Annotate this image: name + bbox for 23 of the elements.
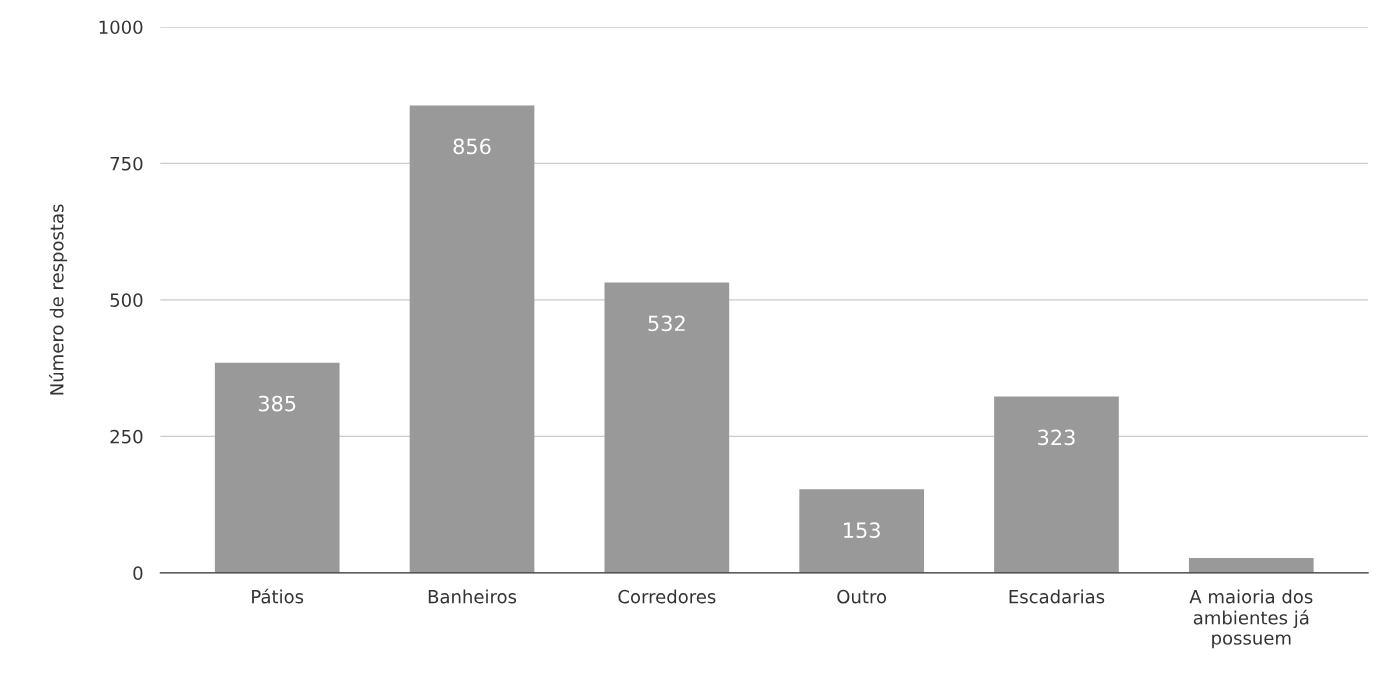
y-tick-label: 500 [110,293,143,308]
data-label: 532 [648,315,685,332]
x-tick-label: Corredores [618,589,716,604]
x-tick-label: A maioria dos ambientes já possuem [1189,589,1313,649]
y-tick-label: 750 [110,156,143,171]
data-label: 385 [258,395,296,412]
y-tick-label: 1000 [99,20,143,35]
x-tick-label: Banheiros [428,589,517,604]
x-tick-label: Outro [837,589,887,604]
bar [409,105,535,573]
data-label: 856 [453,138,491,155]
bar [214,362,340,573]
data-label: 153 [844,522,880,539]
y-tick-label: 0 [133,566,143,580]
bar [994,396,1119,573]
x-tick-label: Escadarias [1009,589,1105,604]
bar [799,489,924,573]
y-axis-title: Número de respostas [48,204,68,395]
y-tick-label: 250 [110,429,143,444]
bar [1188,558,1314,573]
x-tick-label: Pátios [252,588,304,604]
data-label: 323 [1038,429,1075,446]
bar [604,282,730,573]
